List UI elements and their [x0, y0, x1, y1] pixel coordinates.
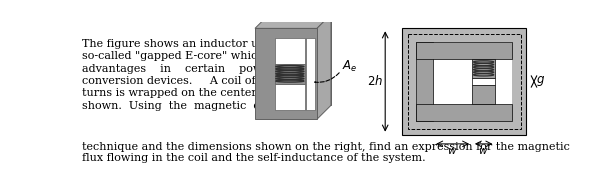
Text: flux flowing in the coil and the self-inductance of the system.: flux flowing in the coil and the self-in…	[82, 153, 426, 163]
Bar	[472, 78, 495, 85]
Text: $w$: $w$	[478, 146, 489, 156]
Bar	[416, 42, 433, 121]
Bar	[416, 104, 512, 121]
Text: $2h$: $2h$	[367, 75, 383, 88]
Text: The figure shows an inductor using a: The figure shows an inductor using a	[82, 39, 292, 49]
Text: advantages    in    certain    power-: advantages in certain power-	[82, 64, 278, 74]
Text: shown.  Using  the  magnetic  circuit: shown. Using the magnetic circuit	[82, 101, 290, 111]
Polygon shape	[255, 14, 331, 28]
Polygon shape	[269, 14, 331, 105]
Text: turns is wrapped on the center leg as: turns is wrapped on the center leg as	[82, 88, 293, 98]
FancyArrowPatch shape	[315, 73, 339, 83]
Text: conversion devices.     A coil of N-: conversion devices. A coil of N-	[82, 76, 273, 86]
Bar	[255, 28, 317, 119]
Text: $A_e$: $A_e$	[342, 58, 357, 74]
Text: $g$: $g$	[536, 75, 545, 88]
Bar	[416, 42, 512, 59]
Bar	[275, 64, 305, 84]
Bar	[402, 28, 526, 135]
Text: $w$: $w$	[448, 146, 458, 156]
Polygon shape	[317, 14, 331, 119]
Bar	[416, 42, 512, 121]
Text: so-called "gapped E-core" which has: so-called "gapped E-core" which has	[82, 51, 288, 61]
Bar	[275, 38, 305, 64]
Bar	[472, 59, 495, 78]
Bar	[408, 34, 521, 129]
Text: technique and the dimensions shown on the right, find an expression for the magn: technique and the dimensions shown on th…	[82, 142, 570, 152]
Bar	[472, 85, 495, 104]
Bar	[275, 84, 305, 110]
Bar	[306, 38, 316, 110]
